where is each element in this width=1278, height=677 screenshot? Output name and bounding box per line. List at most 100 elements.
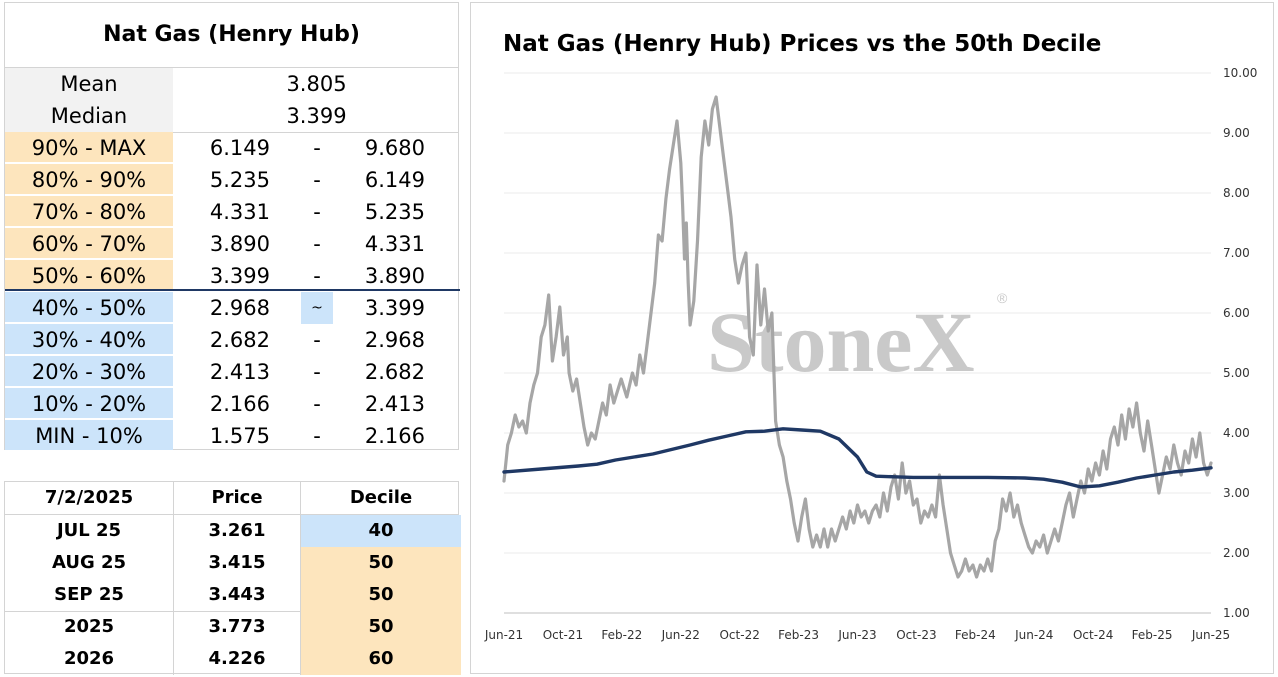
decile-high: 6.149	[364, 168, 425, 192]
x-tick-label: Oct-21	[543, 628, 583, 642]
header-price: Price	[173, 482, 300, 514]
decile-row: 50% - 60% 3.399 - 3.890	[5, 260, 458, 292]
decile-stats-table: Nat Gas (Henry Hub) Mean 3.805 Median 3.…	[4, 2, 460, 452]
decile-low: 1.575	[209, 424, 270, 448]
decile-separator: -	[313, 168, 321, 192]
forward-row: AUG 25 3.415 50	[5, 547, 461, 579]
decile-label: 10% - 20%	[5, 388, 173, 420]
forward-price: 3.443	[173, 579, 300, 611]
header-date: 7/2/2025	[44, 487, 134, 508]
mean-label: Mean	[5, 68, 173, 100]
stats-title: Nat Gas (Henry Hub)	[5, 3, 458, 68]
median-row: Median 3.399	[5, 100, 458, 133]
decile-label: 20% - 30%	[5, 356, 173, 388]
decile-high: 3.399	[364, 296, 425, 320]
decile-high: 2.968	[364, 328, 425, 352]
y-tick-label: 6.00	[1223, 306, 1250, 320]
mean-row: Mean 3.805	[5, 68, 458, 100]
forward-row: JUL 25 3.261 40	[5, 515, 461, 547]
decile-label: MIN - 10%	[5, 420, 173, 452]
price-series-line	[502, 95, 1213, 579]
forward-decile: 50	[300, 579, 461, 611]
decile-separator: -	[313, 136, 321, 160]
x-tick-label: Oct-23	[896, 628, 936, 642]
forward-price: 3.773	[173, 611, 300, 643]
forward-price: 3.415	[173, 547, 300, 579]
median-divider	[173, 289, 460, 291]
decile-label: 70% - 80%	[5, 196, 173, 228]
x-tick-label: Oct-22	[719, 628, 759, 642]
decile-low: 2.682	[209, 328, 270, 352]
decile-row: 40% - 50% 2.968 ~3.399	[5, 292, 458, 324]
decile-low: 2.968	[209, 296, 270, 320]
forward-price: 3.261	[173, 515, 300, 547]
decile-low: 3.890	[209, 232, 270, 256]
decile-high: 2.413	[364, 392, 425, 416]
decile-row: 30% - 40% 2.682 - 2.968	[5, 324, 458, 356]
decile-row: 10% - 20% 2.166 - 2.413	[5, 388, 458, 420]
forward-contract: SEP 25	[54, 584, 124, 605]
decile-label: 30% - 40%	[5, 324, 173, 356]
header-decile: Decile	[300, 482, 461, 514]
median-label: Median	[5, 100, 173, 132]
forward-contract: JUL 25	[56, 520, 122, 541]
decile-separator: -	[313, 232, 321, 256]
forward-header-row: 7/2/2025 Price Decile	[5, 482, 458, 515]
forward-price: 4.226	[173, 643, 300, 675]
x-tick-label: Feb-22	[601, 628, 642, 642]
x-tick-label: Jun-21	[484, 628, 523, 642]
forward-decile: 40	[300, 515, 461, 547]
y-tick-label: 9.00	[1223, 126, 1250, 140]
decile-row: 70% - 80% 4.331 - 5.235	[5, 196, 458, 228]
decile-high: 9.680	[364, 136, 425, 160]
decile-separator: -	[313, 200, 321, 224]
y-tick-label: 1.00	[1223, 606, 1250, 620]
chart-title: Nat Gas (Henry Hub) Prices vs the 50th D…	[503, 31, 1102, 57]
decile-low: 2.166	[209, 392, 270, 416]
decile-label: 40% - 50%	[5, 292, 173, 324]
forward-decile: 50	[300, 611, 461, 643]
forward-contract: 2025	[63, 616, 115, 637]
decile-high: 2.166	[364, 424, 425, 448]
x-tick-label: Jun-25	[1191, 628, 1230, 642]
decile-separator: -	[313, 392, 321, 416]
price-chart: Nat Gas (Henry Hub) Prices vs the 50th D…	[470, 2, 1274, 674]
decile-low: 6.149	[209, 136, 270, 160]
x-tick-label: Feb-25	[1132, 628, 1173, 642]
forward-contract: 2026	[63, 648, 115, 669]
x-tick-label: Oct-24	[1073, 628, 1113, 642]
decile-label: 80% - 90%	[5, 164, 173, 196]
decile-row: 20% - 30% 2.413 - 2.682	[5, 356, 458, 388]
decile-low: 5.235	[209, 168, 270, 192]
median-divider-left	[5, 289, 173, 291]
y-tick-label: 4.00	[1223, 426, 1250, 440]
decile-high: 2.682	[364, 360, 425, 384]
x-tick-label: Feb-24	[955, 628, 996, 642]
y-tick-label: 5.00	[1223, 366, 1250, 380]
x-tick-label: Jun-23	[837, 628, 876, 642]
y-tick-label: 2.00	[1223, 546, 1250, 560]
decile-separator: -	[313, 360, 321, 384]
x-tick-label: Jun-24	[1014, 628, 1053, 642]
y-tick-label: 7.00	[1223, 246, 1250, 260]
forward-row: 2026 4.226 60	[5, 643, 461, 675]
forward-decile: 50	[300, 547, 461, 579]
decile-row: 80% - 90% 5.235 - 6.149	[5, 164, 458, 196]
decile-low: 4.331	[209, 200, 270, 224]
decile-row: 90% - MAX 6.149 - 9.680	[5, 132, 458, 164]
decile-high: 5.235	[364, 200, 425, 224]
decile-low: 2.413	[209, 360, 270, 384]
decile-separator: -	[313, 424, 321, 448]
decile-separator: -	[313, 264, 321, 288]
decile-separator: ~	[301, 292, 333, 324]
decile-row: 60% - 70% 3.890 - 4.331	[5, 228, 458, 260]
y-tick-label: 3.00	[1223, 486, 1250, 500]
x-tick-label: Feb-23	[778, 628, 819, 642]
watermark-registered: ®	[997, 290, 1008, 306]
y-tick-label: 10.00	[1223, 66, 1257, 80]
decile-separator: -	[313, 328, 321, 352]
decile-label: 60% - 70%	[5, 228, 173, 260]
y-tick-label: 8.00	[1223, 186, 1250, 200]
mean-value: 3.805	[286, 72, 347, 96]
forward-row: SEP 25 3.443 50	[5, 579, 461, 612]
